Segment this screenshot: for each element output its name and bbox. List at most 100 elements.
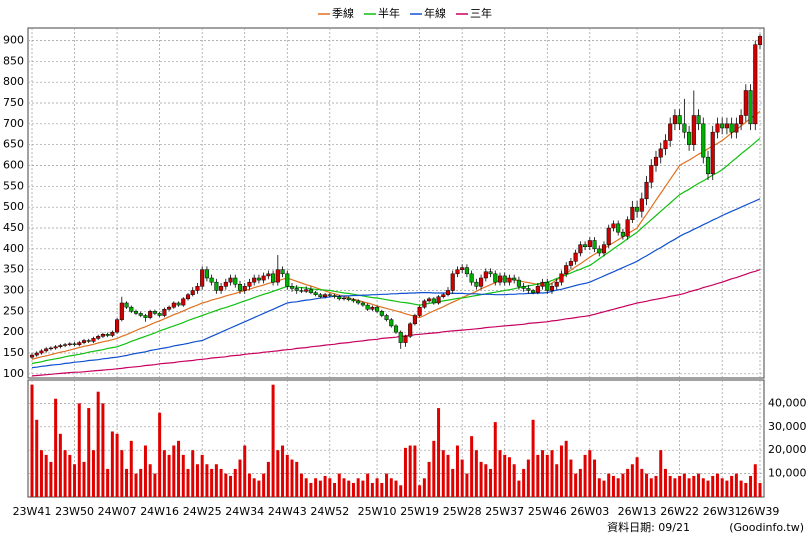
y2-tick-label: 30,000 xyxy=(768,420,807,433)
candle-body xyxy=(138,313,143,316)
candle-body xyxy=(271,273,276,283)
volume-bar xyxy=(262,473,266,497)
volume-bar xyxy=(739,480,743,497)
y-tick-label: 850 xyxy=(3,54,24,67)
candle-body xyxy=(337,296,342,300)
volume-bar xyxy=(701,478,705,497)
candle-body xyxy=(39,350,44,354)
candle-body xyxy=(237,284,243,291)
volume-bar xyxy=(673,478,677,497)
x-tick-label: 24W34 xyxy=(225,505,264,518)
volume-bar xyxy=(517,480,521,497)
volume-bar xyxy=(195,464,199,497)
volume-bar xyxy=(659,450,663,497)
volume-bar xyxy=(44,454,48,497)
candle-body xyxy=(687,131,692,145)
legend-label: 年線 xyxy=(424,6,446,20)
candle-body xyxy=(266,273,271,277)
candle-body xyxy=(261,275,266,281)
candle-body xyxy=(143,315,148,318)
x-tick-label: 26W22 xyxy=(660,505,699,518)
candle-body xyxy=(587,240,592,247)
candle-body xyxy=(535,286,540,293)
y-tick-label: 800 xyxy=(3,75,24,88)
candle-body xyxy=(630,206,635,220)
volume-bar xyxy=(257,480,261,497)
candle-body xyxy=(620,231,625,237)
x-tick-label: 24W52 xyxy=(310,505,349,518)
volume-bar xyxy=(295,461,299,497)
x-tick-label: 24W07 xyxy=(98,505,137,518)
y-tick-label: 250 xyxy=(3,304,24,317)
candle-body xyxy=(734,123,739,133)
y-tick-label: 700 xyxy=(3,117,24,130)
legend-label: 半年 xyxy=(378,6,400,20)
volume-bar xyxy=(578,468,582,497)
candle-body xyxy=(171,302,176,308)
candle-body xyxy=(233,277,238,285)
volume-bar xyxy=(229,475,233,497)
candle-body xyxy=(323,294,328,297)
x-tick-label: 24W25 xyxy=(183,505,222,518)
ma-line xyxy=(31,137,761,364)
volume-bar xyxy=(706,480,710,497)
candle-body xyxy=(559,273,564,283)
volume-bar xyxy=(474,450,478,497)
candle-body xyxy=(48,347,53,350)
volume-bar xyxy=(626,468,630,497)
volume-bar xyxy=(361,480,365,497)
volume-bar xyxy=(758,482,762,497)
volume-bar xyxy=(328,478,332,497)
x-tick-label: 25W28 xyxy=(443,505,482,518)
y-tick-label: 450 xyxy=(3,221,24,234)
candle-body xyxy=(72,343,77,345)
volume-bar xyxy=(507,457,511,497)
candle-body xyxy=(753,44,758,125)
volume-bar xyxy=(323,475,327,497)
volume-bar xyxy=(753,464,757,497)
candle-body xyxy=(639,198,644,212)
candle-body xyxy=(597,248,602,254)
volume-bar xyxy=(588,450,592,497)
candle-body xyxy=(479,277,484,287)
candle-body xyxy=(332,295,337,297)
volume-bar xyxy=(555,464,559,497)
y-tick-label: 900 xyxy=(3,34,24,47)
volume-bar xyxy=(697,473,701,497)
candle-body xyxy=(701,123,706,158)
x-tick-label: 25W37 xyxy=(485,505,524,518)
candle-body xyxy=(724,123,729,129)
candle-body xyxy=(105,334,110,336)
candle-body xyxy=(450,273,455,291)
candle-body xyxy=(545,281,550,291)
volume-bar xyxy=(271,384,275,497)
volume-bar xyxy=(484,464,488,497)
volume-bar xyxy=(139,468,143,497)
volume-bar xyxy=(68,454,72,497)
volume-bar xyxy=(290,459,294,497)
candle-body xyxy=(129,306,134,312)
volume-bar xyxy=(200,454,204,497)
volume-bar xyxy=(550,450,554,497)
volume-bar xyxy=(177,440,181,497)
candle-body xyxy=(289,286,295,289)
y-tick-label: 600 xyxy=(3,159,24,172)
volume-bar xyxy=(318,480,322,497)
candle-body xyxy=(488,271,493,275)
volume-bar xyxy=(233,468,237,497)
volume-bar xyxy=(110,431,114,497)
volume-bar xyxy=(574,473,578,497)
volume-bar xyxy=(715,473,719,497)
candle-body xyxy=(606,227,611,245)
volume-bar xyxy=(91,450,95,497)
candle-body xyxy=(705,156,711,175)
volume-bar xyxy=(663,468,667,497)
volume-bar xyxy=(73,464,77,497)
candle-body xyxy=(152,311,157,314)
volume-bar xyxy=(54,398,58,497)
candle-body xyxy=(370,306,375,310)
candle-body xyxy=(583,244,588,248)
volume-bar xyxy=(640,468,644,497)
candle-body xyxy=(625,219,630,237)
volume-bar xyxy=(219,468,223,497)
